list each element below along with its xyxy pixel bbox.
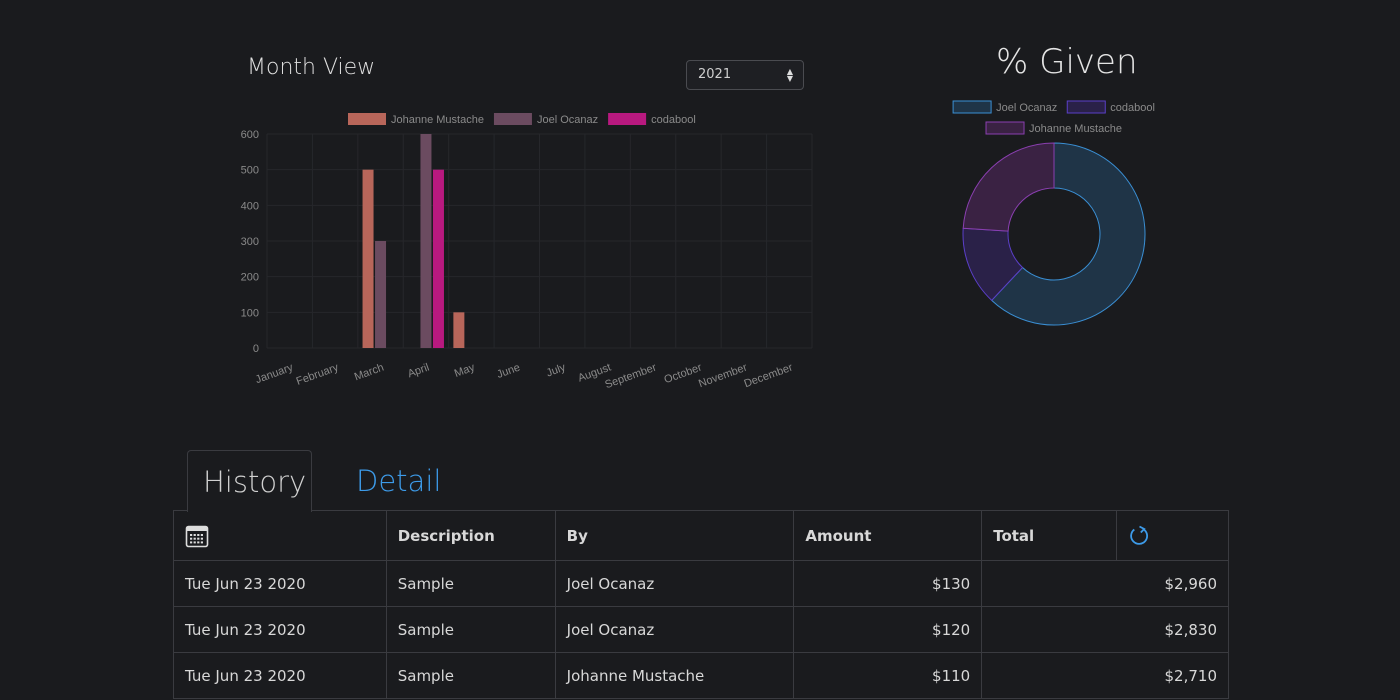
year-select-value: 2021 xyxy=(698,67,732,82)
y-tick-label: 100 xyxy=(241,307,259,319)
x-tick-label: January xyxy=(254,361,295,386)
table-row[interactable]: Tue Jun 23 2020 Sample Joel Ocanaz $130 … xyxy=(173,560,1229,607)
calendar-icon xyxy=(185,525,209,547)
bar xyxy=(362,169,374,348)
legend-swatch xyxy=(608,113,647,125)
percent-given-donut-chart: Joel Ocanaz codabool Johanne Mustache xyxy=(952,100,1155,326)
y-tick-label: 300 xyxy=(241,236,259,248)
percent-given-title: % Given xyxy=(996,42,1138,82)
row-total: $2,830 xyxy=(981,606,1229,653)
tab-history[interactable]: History xyxy=(187,450,312,512)
bar-chart-grid xyxy=(266,133,813,349)
legend-label: Johanne Mustache xyxy=(1029,123,1122,135)
x-tick-label: July xyxy=(545,361,568,379)
row-description: Sample xyxy=(385,560,556,607)
row-amount: $110 xyxy=(793,652,983,699)
legend-swatch xyxy=(493,113,532,125)
x-tick-label: June xyxy=(495,362,522,381)
row-by: Joel Ocanaz xyxy=(554,560,795,607)
description-column-header[interactable]: Description xyxy=(385,510,556,561)
donut-slice xyxy=(962,142,1055,232)
x-tick-label: February xyxy=(295,361,341,388)
legend-swatch xyxy=(348,113,386,125)
legend-label: Johanne Mustache xyxy=(391,114,484,126)
y-tick-label: 500 xyxy=(241,165,259,177)
row-total: $2,960 xyxy=(981,560,1229,607)
bar xyxy=(375,241,387,348)
refresh-column-header xyxy=(1116,510,1229,561)
x-tick-label: December xyxy=(743,361,795,390)
row-date: Tue Jun 23 2020 xyxy=(173,652,387,699)
x-tick-label: May xyxy=(453,361,477,380)
select-arrows-icon: ▲ ▼ xyxy=(786,67,793,83)
y-tick-label: 400 xyxy=(241,200,259,212)
legend-label: codabool xyxy=(651,114,696,126)
legend-swatch xyxy=(985,121,1025,135)
bar xyxy=(432,169,444,348)
row-by: Johanne Mustache xyxy=(554,652,795,699)
table-row[interactable]: Tue Jun 23 2020 Sample Johanne Mustache … xyxy=(173,652,1229,699)
row-date: Tue Jun 23 2020 xyxy=(173,606,387,653)
legend-swatch xyxy=(1066,100,1106,114)
legend-label: Joel Ocanaz xyxy=(996,102,1057,114)
x-tick-label: September xyxy=(603,361,658,391)
y-tick-label: 0 xyxy=(253,343,259,355)
month-view-title: Month View xyxy=(247,55,376,80)
by-column-header[interactable]: By xyxy=(554,510,795,561)
legend-label: codabool xyxy=(1110,102,1155,114)
refresh-icon[interactable] xyxy=(1128,525,1150,547)
year-select[interactable]: 2021 ▲ ▼ xyxy=(686,60,804,90)
row-description: Sample xyxy=(385,606,556,653)
history-table: Description By Amount Total Tue Jun 23 2… xyxy=(173,510,1229,699)
bar xyxy=(453,312,465,348)
month-bar-chart: 0 100 200 300 400 500 600 January February March A… xyxy=(241,113,813,391)
date-column-header[interactable] xyxy=(173,510,387,561)
legend-label: Joel Ocanaz xyxy=(537,114,598,126)
row-amount: $130 xyxy=(793,560,983,607)
legend-swatch xyxy=(952,100,992,114)
y-tick-label: 600 xyxy=(241,129,259,141)
bar xyxy=(420,134,432,348)
row-date: Tue Jun 23 2020 xyxy=(173,560,387,607)
tab-detail[interactable]: Detail xyxy=(356,464,442,498)
row-total: $2,710 xyxy=(981,652,1229,699)
amount-column-header[interactable]: Amount xyxy=(793,510,983,561)
donut-slice xyxy=(990,142,1146,326)
table-header-row: Description By Amount Total xyxy=(173,510,1229,561)
total-column-header[interactable]: Total xyxy=(981,510,1118,561)
y-tick-label: 200 xyxy=(241,272,259,284)
x-tick-label: March xyxy=(353,362,386,384)
row-by: Joel Ocanaz xyxy=(554,606,795,653)
history-table-container: Description By Amount Total Tue Jun 23 2… xyxy=(173,510,1229,699)
x-tick-label: April xyxy=(406,362,431,381)
bar-chart-legend: Johanne Mustache Joel Ocanaz codabool xyxy=(348,113,696,126)
donut-legend: Joel Ocanaz codabool Johanne Mustache xyxy=(952,100,1155,135)
table-row[interactable]: Tue Jun 23 2020 Sample Joel Ocanaz $120 … xyxy=(173,606,1229,653)
x-tick-label: November xyxy=(697,361,749,390)
row-amount: $120 xyxy=(793,606,983,653)
row-description: Sample xyxy=(385,652,556,699)
